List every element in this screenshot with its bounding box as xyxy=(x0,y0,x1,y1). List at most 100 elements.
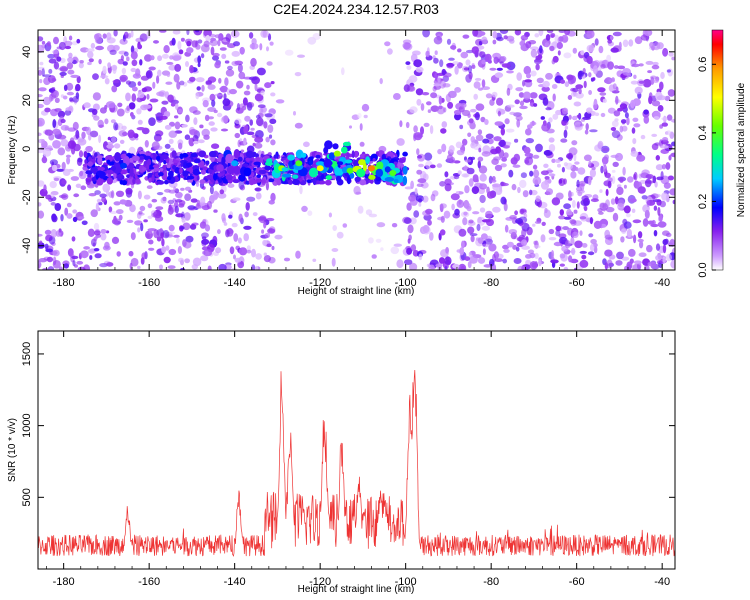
heatmap-cell xyxy=(473,93,479,100)
x-tick-label: -60 xyxy=(569,277,585,289)
heatmap-cell xyxy=(38,258,48,263)
heatmap-cell xyxy=(621,125,628,132)
heatmap-cell xyxy=(630,150,639,157)
heatmap-cell xyxy=(156,91,165,97)
heatmap-cell xyxy=(186,175,195,180)
heatmap-cell xyxy=(75,83,81,92)
heatmap-cell xyxy=(586,30,595,39)
y-tick-label: 1500 xyxy=(21,342,33,366)
heatmap-cell xyxy=(156,192,164,196)
heatmap-cell xyxy=(201,238,210,245)
heatmap-cell xyxy=(167,206,174,215)
heatmap-cell xyxy=(519,179,527,189)
heatmap-cell xyxy=(47,266,55,270)
heatmap-cell xyxy=(424,152,433,161)
heatmap-cell xyxy=(642,218,649,227)
heatmap-cell xyxy=(236,80,244,89)
heatmap-cell xyxy=(173,234,180,238)
heatmap-cell xyxy=(243,167,252,177)
heatmap-cell xyxy=(197,55,202,64)
heatmap-cell xyxy=(632,219,642,224)
heatmap-cell xyxy=(90,167,98,173)
heatmap-cell xyxy=(147,158,152,166)
heatmap-cell xyxy=(469,233,478,237)
heatmap-cell xyxy=(359,179,367,186)
heatmap-cell xyxy=(100,229,107,234)
heatmap-cell xyxy=(199,179,206,185)
heatmap-cell xyxy=(667,89,675,97)
heatmap-cell xyxy=(174,63,182,72)
heatmap-cell xyxy=(454,65,459,75)
heatmap-cell xyxy=(460,102,467,108)
heatmap-cell xyxy=(288,160,293,168)
heatmap-cell xyxy=(292,174,299,179)
heatmap-cell xyxy=(150,55,155,61)
heatmap-cell xyxy=(437,76,441,83)
heatmap-cell xyxy=(522,91,532,100)
heatmap-cell xyxy=(441,121,448,128)
heatmap-cell xyxy=(665,232,672,238)
heatmap-cell xyxy=(53,36,59,45)
heatmap-cell xyxy=(535,143,543,153)
heatmap-cell xyxy=(156,75,160,84)
heatmap-cell xyxy=(101,196,107,203)
heatmap-cell xyxy=(193,117,198,125)
heatmap-cell xyxy=(210,46,215,56)
heatmap-cell xyxy=(541,123,550,132)
heatmap-cell xyxy=(607,180,612,189)
heatmap-cell xyxy=(168,248,177,256)
heatmap-cell xyxy=(197,62,201,68)
heatmap-cell xyxy=(219,47,227,51)
heatmap-cell xyxy=(616,186,624,196)
heatmap-cell xyxy=(62,95,68,100)
heatmap-cell xyxy=(307,210,313,216)
heatmap-cell xyxy=(665,162,671,170)
heatmap-cell xyxy=(197,39,203,44)
heatmap-cell xyxy=(586,55,593,65)
heatmap-cell xyxy=(70,176,80,181)
heatmap-cell xyxy=(240,149,245,153)
heatmap-cell xyxy=(196,86,201,91)
heatmap-cell xyxy=(586,107,593,114)
heatmap-cell xyxy=(444,256,452,265)
heatmap-cell xyxy=(136,97,143,103)
heatmap-cell xyxy=(545,72,553,80)
heatmap-cell xyxy=(583,154,592,162)
heatmap-cell xyxy=(199,201,206,207)
heatmap-cell xyxy=(243,90,251,96)
heatmap-cell xyxy=(260,90,265,96)
heatmap-cell xyxy=(143,104,152,109)
heatmap-cell xyxy=(409,217,417,225)
heatmap-cell xyxy=(535,63,540,71)
heatmap-cell xyxy=(146,30,151,39)
heatmap-cell xyxy=(168,224,175,232)
heatmap-cell xyxy=(121,67,127,75)
heatmap-cell xyxy=(593,245,598,254)
heatmap-cell xyxy=(619,177,624,183)
heatmap-cell xyxy=(439,59,444,68)
heatmap-cell xyxy=(621,256,630,261)
heatmap-cell xyxy=(60,118,66,124)
snr-panel: -180 -160 -140 -120 -100 -80 -60 -40 500 1000 150… xyxy=(7,330,676,595)
heatmap-cell xyxy=(604,154,609,160)
heatmap-cell xyxy=(489,67,497,71)
heatmap-cell xyxy=(550,259,559,264)
heatmap-cell xyxy=(221,53,227,60)
heatmap-cell xyxy=(120,55,124,61)
heatmap-cell xyxy=(332,143,339,150)
heatmap-cell xyxy=(67,184,72,191)
heatmap-cell xyxy=(581,195,589,202)
colorbar: 0.0 0.2 0.4 0.6 Normalized spectral amplitu… xyxy=(697,29,747,278)
heatmap-cell xyxy=(264,232,271,239)
heatmap-cell xyxy=(83,264,90,270)
heatmap-cell xyxy=(93,248,100,252)
heatmap-cell xyxy=(70,74,80,78)
heatmap-cell xyxy=(49,181,57,189)
heatmap-cell xyxy=(106,262,114,267)
top-x-axis-label: Height of straight line (km) xyxy=(298,286,415,297)
heatmap-cell xyxy=(193,158,201,164)
heatmap-cell xyxy=(464,185,470,194)
heatmap-cell xyxy=(468,178,474,187)
heatmap-cells xyxy=(38,30,675,270)
heatmap-cell xyxy=(413,210,420,218)
